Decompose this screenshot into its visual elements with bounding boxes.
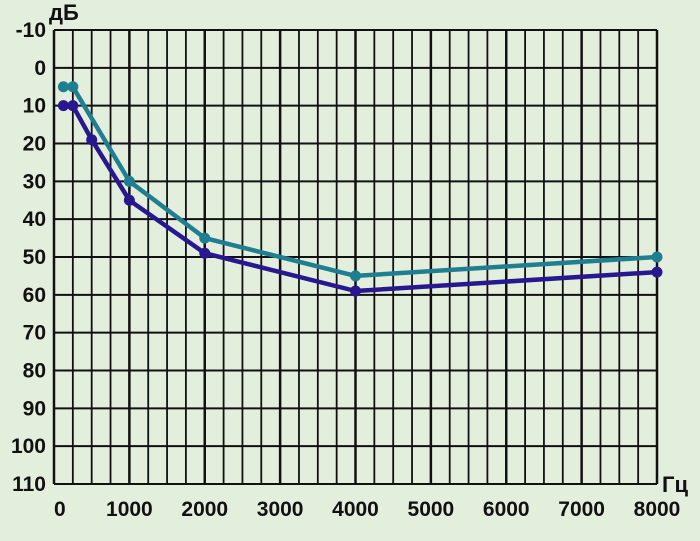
- data-point: [651, 266, 663, 278]
- data-point: [350, 285, 361, 297]
- y-tick-label: 90: [23, 397, 46, 420]
- x-tick-label: 1000: [106, 498, 153, 521]
- y-tick-label: -10: [16, 19, 46, 42]
- x-tick-label: 8000: [634, 498, 681, 521]
- y-tick-label: 10: [23, 95, 46, 118]
- y-tick-label: 0: [34, 57, 46, 80]
- y-tick-label: 80: [23, 360, 46, 383]
- y-tick-label: 70: [23, 322, 46, 345]
- y-tick-label: 20: [23, 133, 46, 156]
- data-point: [57, 100, 69, 112]
- series-2: [57, 100, 663, 297]
- x-tick-label: 4000: [332, 498, 379, 521]
- x-tick-label: 2000: [181, 498, 228, 521]
- x-tick-label: 0: [54, 498, 66, 521]
- y-tick-label: 40: [23, 208, 46, 231]
- x-tick-label: 7000: [558, 498, 605, 521]
- y-tick-label: 30: [23, 170, 46, 193]
- data-point: [651, 251, 663, 263]
- y-tick-label: 50: [23, 246, 46, 269]
- series-layer: [57, 81, 663, 297]
- data-point: [350, 270, 361, 282]
- x-tick-label: 3000: [257, 498, 304, 521]
- x-tick-label: 6000: [483, 498, 530, 521]
- data-point: [199, 247, 211, 259]
- data-point: [123, 175, 135, 187]
- x-axis-unit-label: Гц: [662, 472, 688, 497]
- data-point: [199, 232, 211, 244]
- data-point: [67, 81, 79, 93]
- data-point: [67, 100, 79, 112]
- data-point: [57, 81, 69, 93]
- data-point: [86, 134, 98, 146]
- y-tick-label: 60: [23, 284, 46, 307]
- x-axis-ticks: 0 1000 2000 3000 4000 5000 6000 7000 8000: [54, 498, 680, 521]
- data-point: [123, 194, 135, 206]
- x-tick-label: 5000: [408, 498, 455, 521]
- series-1: [57, 81, 663, 282]
- y-axis-unit-label: дБ: [49, 0, 79, 25]
- y-tick-label: 110: [12, 473, 46, 496]
- y-axis-ticks: -10 0 10 20 30 40 50 60 70 80 90 100 110: [11, 19, 46, 496]
- y-tick-label: 100: [11, 435, 46, 458]
